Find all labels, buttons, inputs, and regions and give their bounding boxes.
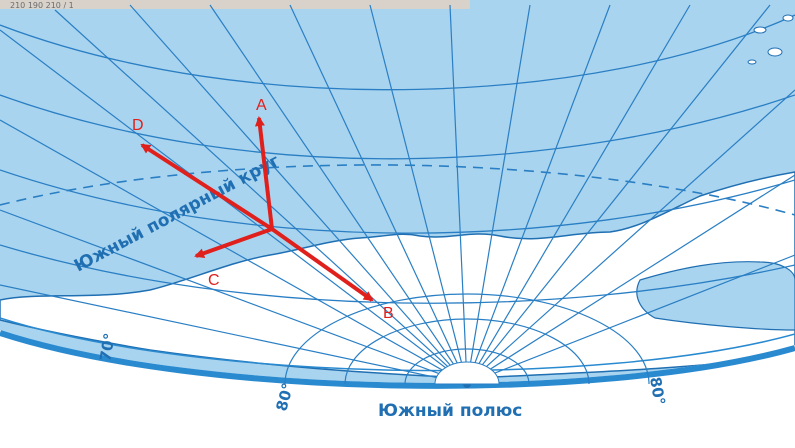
header-strip-text: 210 190 210 / 1: [10, 1, 74, 10]
latitude-label-70: 70°: [96, 332, 119, 363]
header-strip: [0, 0, 470, 9]
point-label-a: A: [256, 97, 267, 114]
point-label-b: B: [383, 305, 394, 322]
arrow-to-c: [194, 227, 273, 259]
arrow-to-b: [270, 227, 374, 302]
islands: [747, 14, 794, 65]
meridian-lines: [0, 4, 795, 385]
arrow-to-d: [140, 143, 274, 231]
south-pole-label: Южный полюс: [378, 401, 522, 421]
pole-circles: [284, 293, 650, 385]
point-label-c: C: [208, 272, 220, 289]
latitude-lines: [0, 14, 795, 304]
arrow-to-a: [254, 116, 274, 230]
direction-arrows: [140, 116, 374, 302]
latitude-label-80-right: 80°: [646, 376, 669, 407]
point-label-d: D: [132, 117, 144, 134]
map-frame-arc: [0, 330, 795, 389]
outer-margin: [0, 330, 795, 448]
polar-circle-dashed: [0, 164, 795, 216]
land-right-lobe: [636, 261, 795, 331]
pole-semicircle: [434, 361, 500, 385]
